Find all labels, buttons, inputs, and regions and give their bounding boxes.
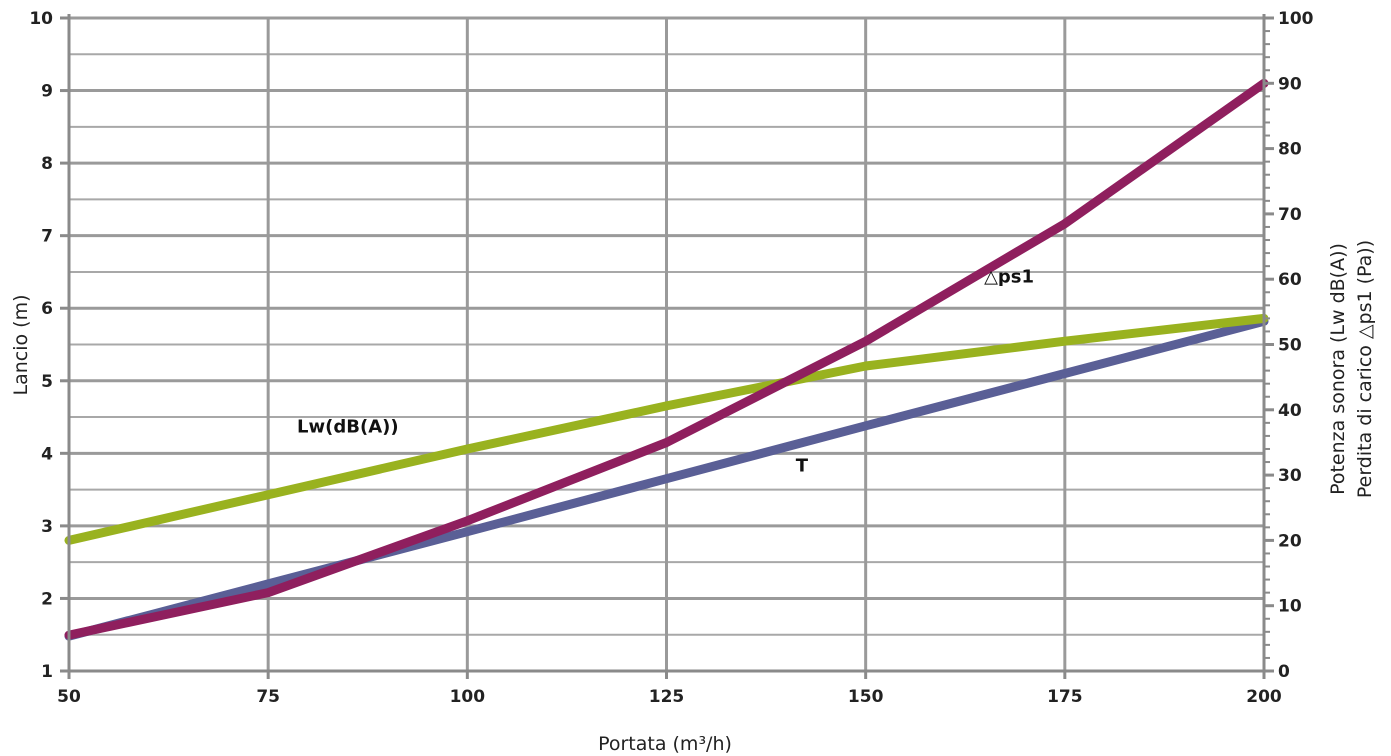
x-tick-labels: 50 75 100 125 150 175 200 <box>57 687 1282 707</box>
grid <box>67 16 1266 673</box>
series-annotation-label: T <box>796 455 809 476</box>
x-tick-label: 75 <box>256 687 280 707</box>
y-right-axis-title-2: Perdita di carico △ps1 (Pa)) <box>1354 240 1376 498</box>
y-left-tick-label: 4 <box>41 444 53 464</box>
y-left-axis-title: Lancio (m) <box>10 295 32 396</box>
series-annotation-label: Lw(dB(A)) <box>297 417 399 438</box>
y-right-tick-label: 70 <box>1278 205 1302 225</box>
y-right-tick-label: 40 <box>1278 401 1302 421</box>
y-left-tick-label: 3 <box>41 517 53 537</box>
y-left-tick-label: 5 <box>41 372 53 392</box>
axes <box>60 14 1274 679</box>
y-left-tick-labels: 1 2 3 4 5 6 7 8 9 10 <box>29 9 53 682</box>
y-right-tick-label: 80 <box>1278 140 1302 160</box>
y-left-tick-label: 9 <box>41 82 53 102</box>
series-annotation-label: △ps1 <box>984 266 1034 287</box>
x-tick-label: 175 <box>1047 687 1083 707</box>
series-annotations: Lw(dB(A)) T △ps1 <box>297 266 1034 476</box>
y-right-tick-label: 50 <box>1278 336 1302 356</box>
series-lines <box>64 78 1269 641</box>
y-right-tick-label: 20 <box>1278 531 1302 551</box>
x-tick-label: 150 <box>848 687 884 707</box>
y-right-tick-label: 0 <box>1278 662 1290 682</box>
y-right-tick-labels: 0 10 20 30 40 50 60 70 80 90 100 <box>1278 9 1314 682</box>
x-tick-label: 200 <box>1246 687 1282 707</box>
y-left-tick-label: 10 <box>29 9 53 29</box>
y-right-tick-label: 30 <box>1278 466 1302 486</box>
y-right-axis-title-1: Potenza sonora (Lw dB(A)) <box>1327 243 1349 495</box>
y-right-tick-label: 10 <box>1278 597 1302 617</box>
y-right-tick-label: 100 <box>1278 9 1314 29</box>
x-axis-title: Portata (m³/h) <box>598 733 732 755</box>
x-tick-label: 100 <box>450 687 486 707</box>
y-right-tick-label: 60 <box>1278 270 1302 290</box>
y-left-tick-label: 7 <box>41 227 53 247</box>
y-left-tick-label: 1 <box>41 662 53 682</box>
y-left-tick-label: 2 <box>41 589 53 609</box>
x-tick-label: 125 <box>649 687 685 707</box>
x-tick-label: 50 <box>57 687 81 707</box>
y-left-tick-label: 8 <box>41 154 53 174</box>
y-right-tick-label: 90 <box>1278 74 1302 94</box>
y-left-tick-label: 6 <box>41 299 53 319</box>
